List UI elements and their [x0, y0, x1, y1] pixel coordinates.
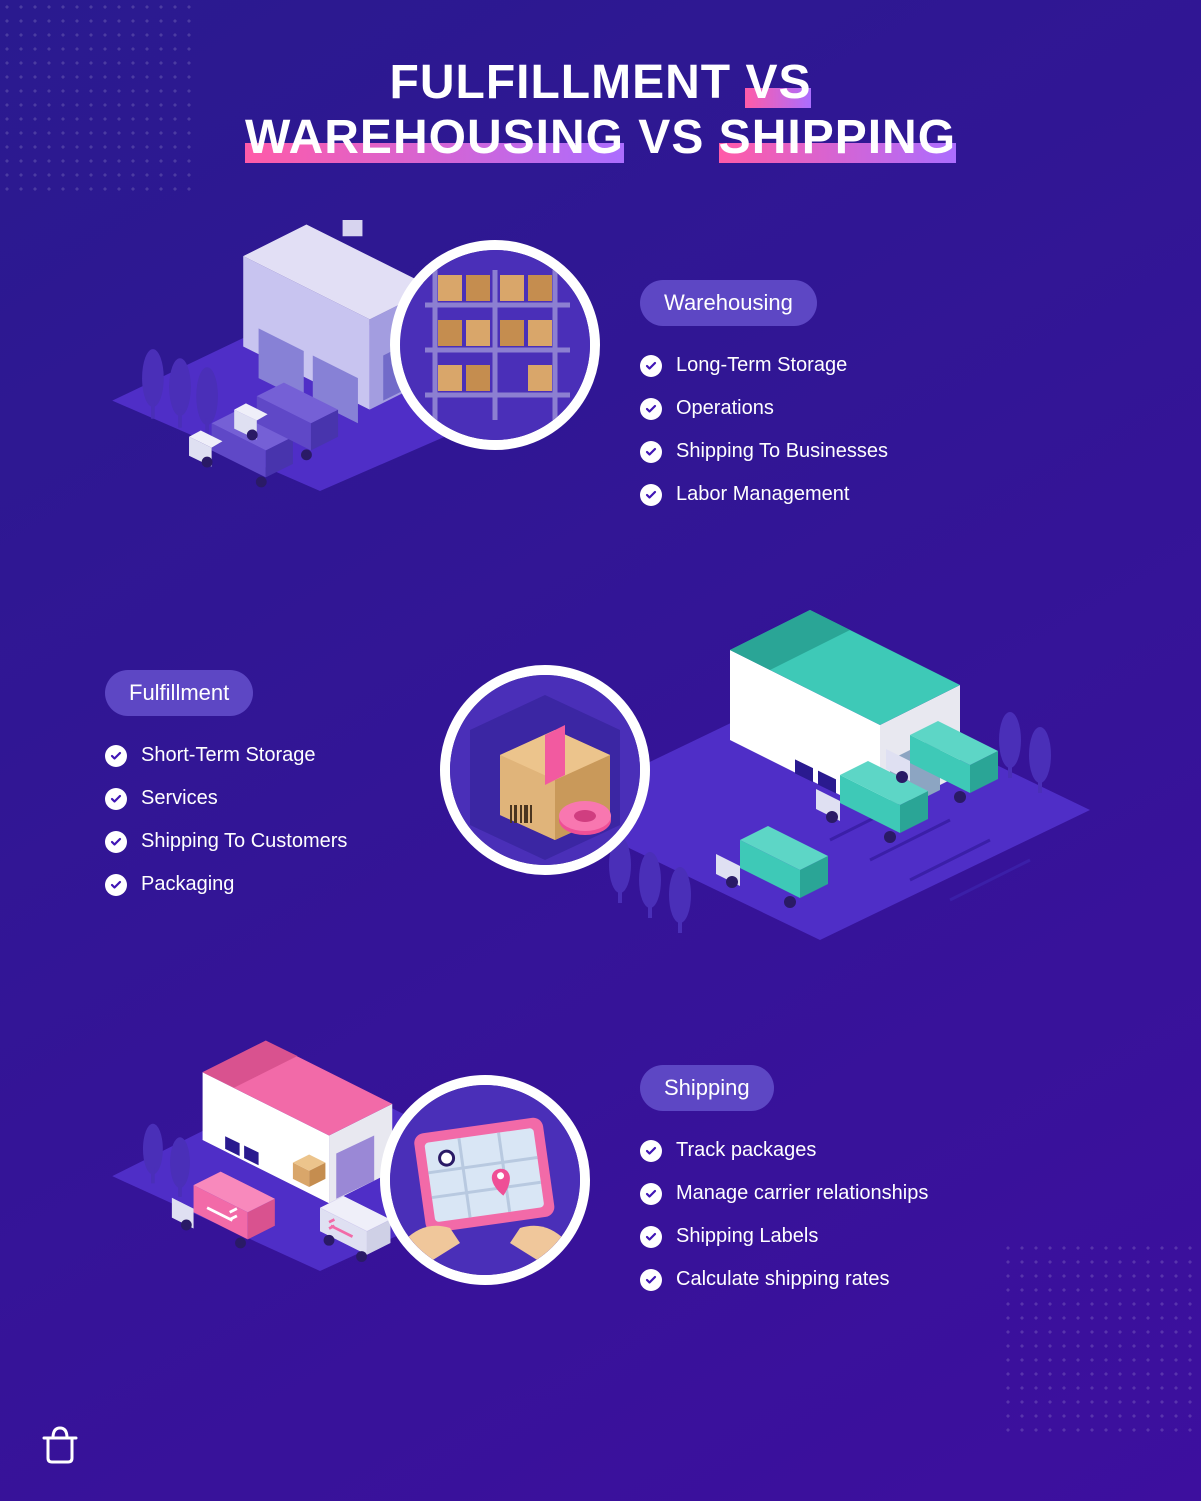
warehousing-pill: Warehousing	[640, 280, 817, 326]
fulfillment-text: Fulfillment Short-Term Storage Services …	[105, 670, 347, 916]
warehousing-text: Warehousing Long-Term Storage Operations…	[640, 280, 888, 526]
title-word-fulfillment: FULFILLMENT	[390, 56, 732, 109]
warehousing-illustration	[80, 220, 560, 505]
shipping-items: Track packages Manage carrier relationsh…	[640, 1139, 928, 1291]
check-icon	[640, 398, 662, 420]
dot-pattern-bottom-right	[1001, 1241, 1201, 1441]
list-item: Shipping To Businesses	[640, 440, 888, 463]
check-icon	[640, 1183, 662, 1205]
list-item: Calculate shipping rates	[640, 1268, 928, 1291]
check-icon	[640, 1269, 662, 1291]
list-item: Services	[105, 787, 347, 810]
fulfillment-circle-icon	[440, 665, 650, 875]
list-item: Manage carrier relationships	[640, 1182, 928, 1205]
fulfillment-illustration	[540, 580, 1100, 965]
list-item: Long-Term Storage	[640, 354, 888, 377]
title-highlight-warehousing: WAREHOUSING	[245, 110, 624, 165]
check-icon	[640, 355, 662, 377]
shipping-illustration	[80, 1000, 560, 1285]
check-icon	[640, 484, 662, 506]
shipping-text: Shipping Track packages Manage carrier r…	[640, 1065, 928, 1311]
shipping-circle-icon	[380, 1075, 590, 1285]
list-item: Shipping To Customers	[105, 830, 347, 853]
check-icon	[105, 788, 127, 810]
fulfillment-pill: Fulfillment	[105, 670, 253, 716]
check-icon	[105, 831, 127, 853]
check-icon	[640, 1226, 662, 1248]
list-item: Short-Term Storage	[105, 744, 347, 767]
check-icon	[105, 874, 127, 896]
check-icon	[105, 745, 127, 767]
list-item: Operations	[640, 397, 888, 420]
title-highlight-shipping: SHIPPING	[719, 110, 956, 165]
check-icon	[640, 441, 662, 463]
list-item: Packaging	[105, 873, 347, 896]
title-highlight-vs-1: VS	[745, 55, 811, 110]
title-word-vs-2: VS	[638, 111, 704, 164]
warehousing-circle-icon	[390, 240, 600, 450]
list-item: Track packages	[640, 1139, 928, 1162]
warehousing-items: Long-Term Storage Operations Shipping To…	[640, 354, 888, 506]
fulfillment-items: Short-Term Storage Services Shipping To …	[105, 744, 347, 896]
title: FULFILLMENT VS WAREHOUSING VS SHIPPING	[0, 55, 1201, 165]
check-icon	[640, 1140, 662, 1162]
list-item: Labor Management	[640, 483, 888, 506]
brand-logo-icon	[40, 1422, 80, 1471]
shipping-pill: Shipping	[640, 1065, 774, 1111]
list-item: Shipping Labels	[640, 1225, 928, 1248]
